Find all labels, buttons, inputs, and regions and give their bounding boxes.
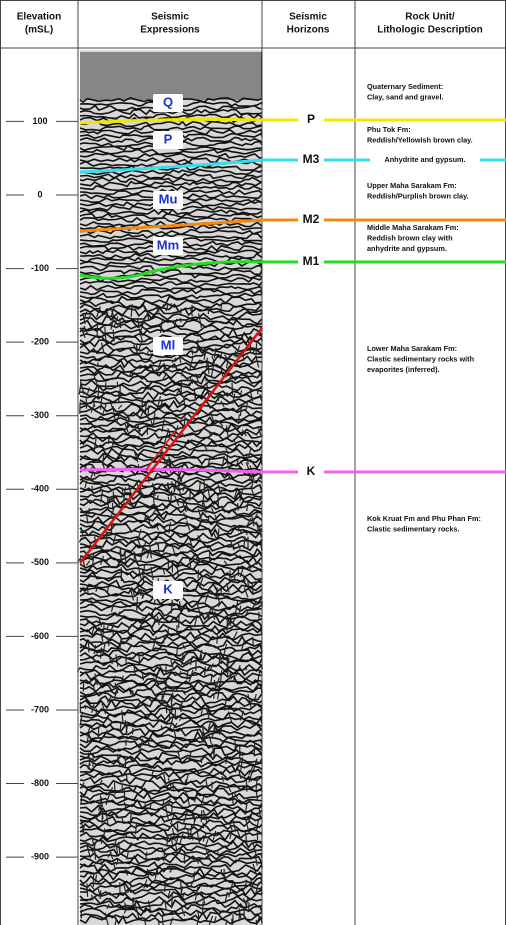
elevation-label: -100	[31, 263, 49, 273]
elevation-label: 0	[37, 189, 42, 199]
description-line: Reddish brown clay with	[367, 233, 453, 242]
description-line: Quaternary Sediment:	[367, 82, 443, 91]
column-header: Lithologic Description	[377, 25, 483, 36]
description-line: Kok Kruat Fm and Phu Phan Fm:	[367, 514, 481, 523]
description-line: Clastic sedimentary rocks with	[367, 354, 474, 363]
seismic-panel	[77, 50, 262, 925]
description-line: Upper Maha Sarakam Fm:	[367, 181, 457, 190]
description-line: Clay, sand and gravel.	[367, 92, 444, 101]
horizon-label: K	[307, 464, 316, 478]
description-line: Anhydrite and gypsum.	[384, 155, 465, 164]
horizon-label: M3	[303, 152, 320, 166]
description-line: evaporites (inferred).	[367, 365, 440, 374]
column-header: Seismic	[289, 12, 327, 23]
seismic-figure: Elevation (mSL) Seismic Expressions Seismic H…	[0, 0, 506, 925]
elevation-label: -200	[31, 337, 49, 347]
elevation-label: -900	[31, 852, 49, 862]
column-header: Elevation	[17, 12, 61, 23]
horizon-label: M2	[303, 212, 320, 226]
elevation-label: -300	[31, 410, 49, 420]
column-header: Seismic	[151, 12, 189, 23]
description-line: Lower Maha Sarakam Fm:	[367, 344, 457, 353]
unit-label: P	[164, 131, 173, 146]
horizon-label: M1	[303, 254, 320, 268]
elevation-label: -400	[31, 484, 49, 494]
elevation-label: -700	[31, 704, 49, 714]
description-line: Reddish/Purplish brown clay.	[367, 191, 469, 200]
description-line: Phu Tok Fm:	[367, 125, 411, 134]
column-header: (mSL)	[25, 25, 53, 36]
unit-label: Mu	[159, 191, 178, 206]
elevation-label: -800	[31, 778, 49, 788]
unit-label: Mm	[157, 237, 179, 252]
description-line: Reddish/Yellowish brown clay.	[367, 135, 473, 144]
elevation-label: -500	[31, 557, 49, 567]
description-line: Middle Maha Sarakam Fm:	[367, 223, 459, 232]
description-line: anhydrite and gypsum.	[367, 244, 447, 253]
elevation-label: 100	[32, 116, 47, 126]
unit-label: Q	[163, 94, 173, 109]
horizon-label: P	[307, 112, 315, 126]
unit-label: Ml	[161, 337, 175, 352]
column-header: Expressions	[140, 25, 200, 36]
column-header: Rock Unit/	[405, 12, 455, 23]
description-line: Clastic sedimentary rocks.	[367, 524, 459, 533]
elevation-label: -600	[31, 631, 49, 641]
unit-label: K	[163, 581, 173, 596]
column-header: Horizons	[287, 25, 330, 36]
